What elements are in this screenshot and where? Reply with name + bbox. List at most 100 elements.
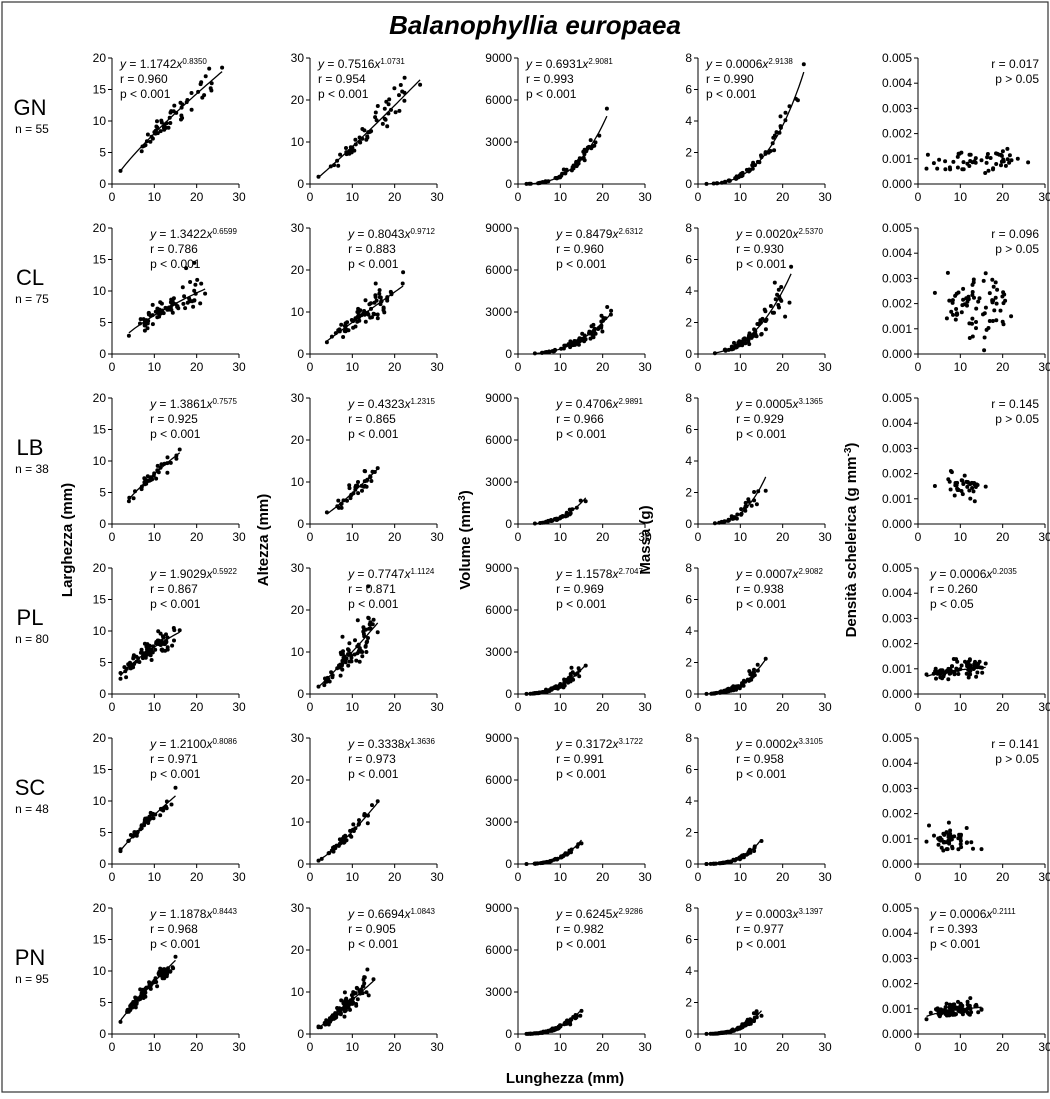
y-tick-label: 0.000 — [882, 177, 912, 191]
x-tick-label: 10 — [734, 700, 748, 714]
x-tick-label: 20 — [388, 700, 402, 714]
x-tick-label: 0 — [695, 870, 702, 884]
data-point — [951, 846, 955, 850]
equation-coef: 0.4706 — [576, 397, 613, 411]
x-tick-label: 20 — [776, 360, 790, 374]
p-label: p < 0.001 — [150, 257, 201, 271]
data-point — [963, 474, 967, 478]
site-label: GN — [14, 95, 47, 120]
y-tick-label: 0.001 — [882, 662, 912, 676]
x-tick-label: 20 — [596, 530, 610, 544]
site-label: LB — [17, 435, 44, 460]
equation-coef: 0.6245 — [576, 907, 613, 921]
equation-coef: 1.1878 — [170, 907, 207, 921]
r-label: r = 0.145 — [991, 397, 1039, 411]
data-point — [755, 322, 759, 326]
y-axis-label-text: Densità schelerica (g mm — [843, 456, 860, 637]
data-point — [341, 335, 345, 339]
data-point — [739, 507, 743, 511]
data-point — [973, 159, 977, 163]
data-point — [974, 1003, 978, 1007]
data-point — [204, 74, 208, 78]
y-tick-label: 0.002 — [882, 467, 912, 481]
y-tick-label: 20 — [93, 51, 107, 65]
data-point — [569, 672, 573, 676]
data-point — [363, 812, 367, 816]
data-point — [772, 148, 776, 152]
y-tick-label: 0.003 — [882, 441, 912, 455]
data-point — [351, 822, 355, 826]
data-point — [984, 271, 988, 275]
x-tick-label: 10 — [554, 190, 568, 204]
data-point — [154, 477, 158, 481]
x-tick-label: 10 — [554, 870, 568, 884]
x-tick-label: 0 — [695, 360, 702, 374]
data-point — [590, 324, 594, 328]
y-axis-label-text: Altezza (mm) — [255, 494, 272, 587]
equation-coef: 1.9029 — [170, 567, 207, 581]
equation-coef: 0.0005 — [756, 397, 793, 411]
r-label: r = 0.977 — [736, 922, 784, 936]
x-tick-label: 30 — [232, 1040, 246, 1054]
y-tick-label: 0 — [297, 347, 304, 361]
data-point — [150, 658, 154, 662]
data-point — [363, 469, 367, 473]
p-label: p > 0.05 — [995, 242, 1039, 256]
x-tick-label: 20 — [996, 530, 1010, 544]
x-tick-label: 30 — [430, 360, 444, 374]
equation-exp: 3.1397 — [798, 907, 823, 916]
x-tick-label: 30 — [638, 700, 652, 714]
data-point — [172, 626, 176, 630]
data-point — [967, 489, 971, 493]
equation-coef: 0.0006 — [726, 57, 763, 71]
y-tick-label: 5 — [99, 826, 106, 840]
x-tick-label: 10 — [346, 530, 360, 544]
y-tick-label: 9000 — [485, 901, 512, 915]
y-tick-label: 30 — [291, 561, 305, 575]
data-point — [950, 664, 954, 668]
x-tick-label: 20 — [776, 530, 790, 544]
data-point — [143, 329, 147, 333]
data-point — [1009, 314, 1013, 318]
y-tick-label: 0 — [505, 687, 512, 701]
data-point — [788, 301, 792, 305]
p-label: p < 0.001 — [736, 597, 787, 611]
data-point — [1006, 157, 1010, 161]
x-tick-label: 0 — [109, 700, 116, 714]
data-point — [760, 1014, 764, 1018]
data-point — [960, 489, 964, 493]
y-tick-label: 0.001 — [882, 492, 912, 506]
data-point — [172, 639, 176, 643]
x-tick-label: 20 — [776, 870, 790, 884]
data-point — [180, 116, 184, 120]
x-tick-label: 30 — [1038, 1040, 1050, 1054]
data-point — [346, 664, 350, 668]
data-point — [372, 977, 376, 981]
y-tick-label: 5 — [99, 146, 106, 160]
data-point — [159, 119, 163, 123]
data-point — [982, 279, 986, 283]
y-tick-label: 0 — [685, 177, 692, 191]
x-tick-label: 30 — [232, 700, 246, 714]
y-tick-label: 15 — [93, 83, 107, 97]
y-tick-label: 3000 — [485, 645, 512, 659]
data-point — [994, 280, 998, 284]
data-point — [191, 305, 195, 309]
data-point — [956, 166, 960, 170]
r-label: r = 0.017 — [991, 57, 1039, 71]
y-tick-label: 4 — [685, 794, 692, 808]
site-n-label: n = 55 — [15, 122, 49, 136]
data-point — [155, 119, 159, 123]
y-tick-label: 9000 — [485, 731, 512, 745]
y-tick-label: 30 — [291, 901, 305, 915]
y-tick-label: 0.005 — [882, 901, 912, 915]
equation-coef: 0.6694 — [368, 907, 405, 921]
data-point — [976, 1010, 980, 1014]
y-tick-label: 6 — [685, 423, 692, 437]
x-tick-label: 10 — [554, 360, 568, 374]
equation-equals: = — [354, 907, 368, 921]
data-point — [340, 668, 344, 672]
x-tick-label: 30 — [232, 190, 246, 204]
y-tick-label: 0.000 — [882, 687, 912, 701]
x-tick-label: 10 — [954, 1040, 968, 1054]
